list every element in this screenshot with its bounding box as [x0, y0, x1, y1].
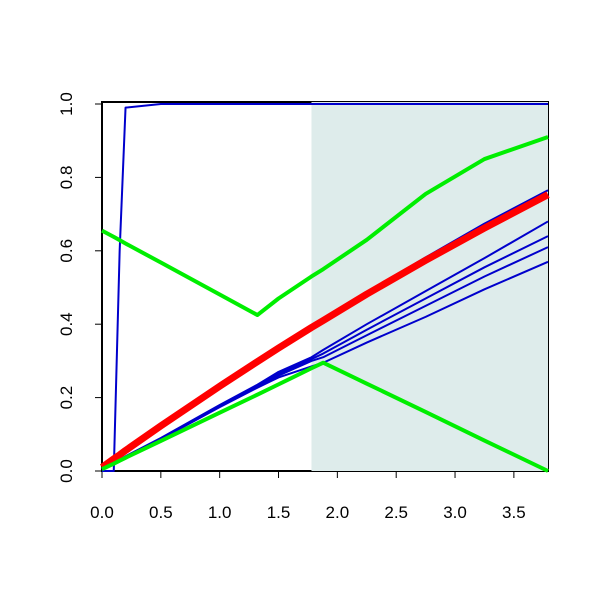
- x-tick-label: 0.0: [90, 503, 114, 522]
- x-tick-label: 1.5: [267, 503, 291, 522]
- x-tick-label: 3.5: [502, 503, 526, 522]
- x-tick-label: 1.0: [208, 503, 232, 522]
- y-tick-label: 0.0: [57, 459, 76, 483]
- series-line: [101, 135, 549, 318]
- x-tick-label: 2.0: [326, 503, 350, 522]
- x-tick-label: 0.5: [149, 503, 173, 522]
- y-tick-label: 0.4: [57, 312, 76, 336]
- y-tick-label: 1.0: [57, 92, 76, 116]
- shaded-region: [311, 102, 548, 471]
- x-tick-label: 2.5: [384, 503, 408, 522]
- y-tick-label: 0.2: [57, 386, 76, 410]
- x-tick-label: 3.0: [443, 503, 467, 522]
- y-tick-label: 0.8: [57, 166, 76, 190]
- series-line: [101, 360, 549, 473]
- y-tick-label: 0.6: [57, 239, 76, 263]
- series-line: [102, 103, 548, 472]
- series-line: [99, 191, 550, 471]
